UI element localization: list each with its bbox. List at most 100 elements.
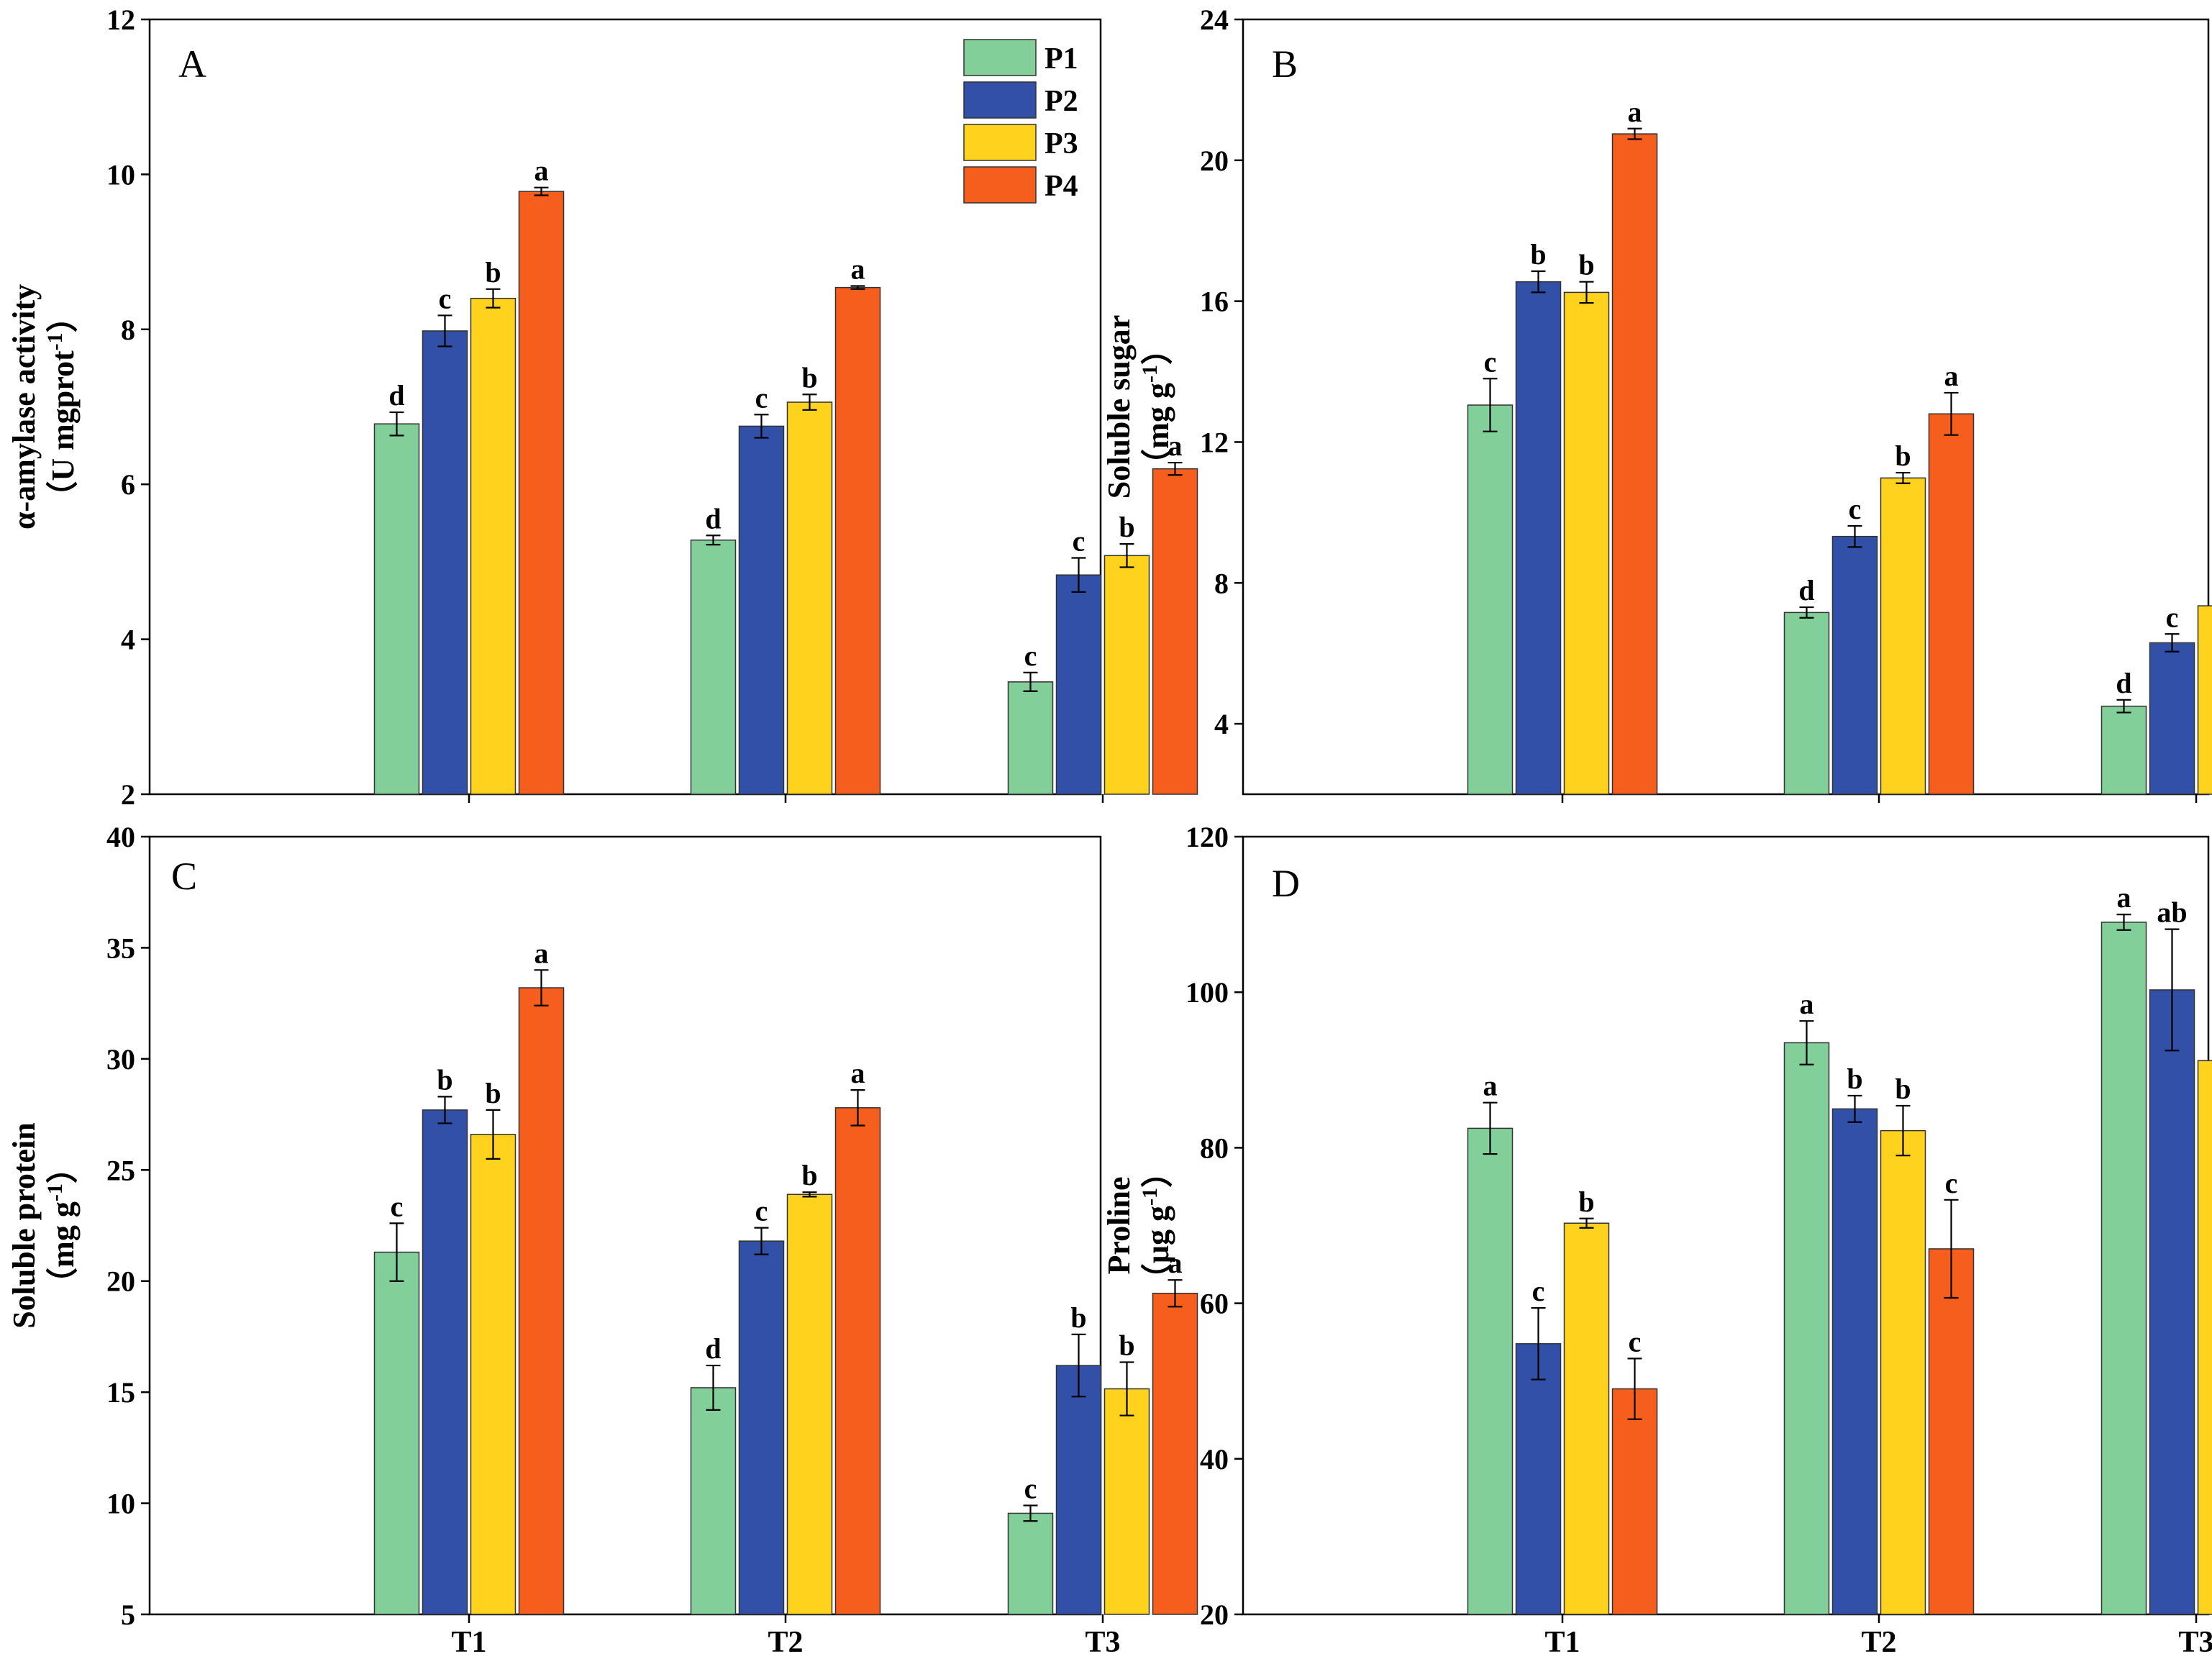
significance-letter: a bbox=[2117, 881, 2131, 914]
bar-C-t2-p4 bbox=[834, 1107, 881, 1615]
bar-D-t3-p1 bbox=[2101, 922, 2147, 1615]
legend-swatch-p1 bbox=[963, 39, 1037, 76]
significance-letter: a bbox=[1483, 1070, 1498, 1102]
bar-B-t2-p1 bbox=[1783, 612, 1830, 795]
y-tick-label: 20 bbox=[1200, 1599, 1229, 1631]
y-axis-title-line2: （mg g-1） bbox=[1138, 333, 1175, 481]
y-axis-title-line1: Soluble sugar bbox=[1101, 315, 1137, 499]
y-tick-label: 8 bbox=[1214, 567, 1229, 599]
panel-letter: B bbox=[1272, 42, 1298, 86]
bar-A-t1-p3 bbox=[470, 297, 516, 795]
y-axis-title-line2: （U mgprot-1） bbox=[43, 301, 81, 512]
significance-letter: b bbox=[1578, 1186, 1594, 1218]
y-tick-label: 15 bbox=[106, 1376, 135, 1409]
bar-A-t2-p3 bbox=[786, 401, 833, 795]
bar-D-t3-p2 bbox=[2149, 989, 2195, 1615]
bar-B-t2-p4 bbox=[1928, 413, 1975, 795]
significance-letter: c bbox=[1849, 493, 1862, 525]
y-axis-title: α-amylase activity （U mgprot-1） bbox=[6, 284, 81, 529]
bar-C-t1-p1 bbox=[373, 1251, 420, 1615]
significance-letter: a bbox=[1944, 360, 1959, 392]
y-tick-label: 10 bbox=[106, 158, 135, 191]
significance-letter: a bbox=[1800, 988, 1814, 1020]
x-tick-label-t3: T3 bbox=[2178, 1626, 2212, 1659]
bar-D-t2-p1 bbox=[1783, 1042, 1830, 1615]
y-tick-label: 80 bbox=[1200, 1132, 1229, 1164]
significance-letter: a bbox=[1168, 429, 1183, 462]
significance-letter: c bbox=[1945, 1167, 1958, 1199]
significance-letter: c bbox=[1024, 1473, 1037, 1505]
panel-D: 20406080100120T1T2T3aaacbabbbbcccDProlin… bbox=[1101, 821, 2212, 1659]
significance-letter: b bbox=[1895, 440, 1911, 472]
bar-B-t3-p3 bbox=[2197, 605, 2212, 795]
y-tick-label: 20 bbox=[1200, 145, 1229, 177]
significance-letter: c bbox=[755, 381, 768, 414]
plot-frame bbox=[148, 835, 1102, 1616]
x-tick-label-t2: T2 bbox=[1861, 1626, 1896, 1659]
significance-letter: c bbox=[1532, 1275, 1545, 1307]
bar-D-t1-p4 bbox=[1611, 1388, 1658, 1615]
bar-B-t1-p4 bbox=[1611, 133, 1658, 795]
significance-letter: ab bbox=[2157, 896, 2187, 929]
y-axis-title-line1: α-amylase activity bbox=[6, 284, 42, 529]
bar-D-t1-p1 bbox=[1467, 1127, 1514, 1615]
bar-D-t2-p3 bbox=[1880, 1129, 1926, 1615]
bar-A-t2-p1 bbox=[690, 539, 737, 795]
bar-A-t1-p1 bbox=[373, 423, 420, 795]
bar-C-t3-p1 bbox=[1007, 1512, 1054, 1615]
significance-letter: a bbox=[1168, 1247, 1183, 1279]
y-tick-label: 4 bbox=[1214, 708, 1229, 740]
y-tick-label: 8 bbox=[121, 314, 135, 346]
bar-A-t2-p2 bbox=[738, 425, 785, 795]
bar-A-t1-p4 bbox=[518, 191, 565, 795]
panel-letter: D bbox=[1272, 862, 1300, 905]
significance-letter: d bbox=[388, 379, 404, 412]
legend-label-p3: P3 bbox=[1044, 127, 1078, 160]
y-tick-label: 40 bbox=[106, 821, 135, 853]
significance-letter: c bbox=[1629, 1325, 1642, 1358]
y-axis-title-line2: （mg g-1） bbox=[43, 1152, 81, 1299]
panel-letter: C bbox=[171, 855, 197, 898]
significance-letter: b bbox=[1119, 1329, 1134, 1361]
y-axis-title: Proline （μg g-1） bbox=[1101, 1156, 1175, 1295]
significance-letter: b bbox=[437, 1063, 452, 1096]
x-tick-label-t2: T2 bbox=[768, 1626, 803, 1659]
legend-label-p1: P1 bbox=[1044, 42, 1078, 76]
legend: P1 P2 P3 P4 bbox=[963, 39, 1078, 204]
significance-letter: b bbox=[1119, 511, 1134, 543]
y-tick-label: 12 bbox=[106, 4, 135, 36]
legend-swatch-p3 bbox=[963, 124, 1037, 161]
significance-letter: d bbox=[1798, 574, 1814, 606]
significance-letter: b bbox=[1578, 249, 1594, 281]
bar-C-t3-p2 bbox=[1055, 1365, 1102, 1615]
legend-label-p2: P2 bbox=[1044, 85, 1078, 118]
bar-B-t1-p3 bbox=[1563, 291, 1610, 795]
bar-D-t3-p3 bbox=[2197, 1060, 2212, 1615]
bar-C-t3-p4 bbox=[1152, 1292, 1198, 1615]
y-axis-title: Soluble sugar （mg g-1） bbox=[1101, 315, 1175, 499]
y-tick-label: 16 bbox=[1200, 286, 1229, 318]
bar-A-t3-p4 bbox=[1152, 468, 1198, 795]
bar-C-t3-p3 bbox=[1103, 1388, 1150, 1615]
significance-letter: a bbox=[534, 937, 549, 969]
significance-letter: b bbox=[1530, 238, 1546, 270]
bar-A-t1-p2 bbox=[422, 330, 468, 795]
significance-letter: d bbox=[2116, 667, 2131, 699]
y-tick-label: 12 bbox=[1200, 426, 1229, 458]
significance-letter: b bbox=[801, 361, 817, 394]
significance-letter: b bbox=[485, 256, 501, 288]
bar-C-t1-p2 bbox=[422, 1109, 468, 1615]
y-tick-label: 20 bbox=[106, 1265, 135, 1298]
plot-frame bbox=[1242, 18, 2210, 796]
legend-swatch-p4 bbox=[963, 166, 1037, 204]
significance-letter: b bbox=[801, 1159, 817, 1191]
bar-A-t3-p3 bbox=[1103, 555, 1150, 795]
bar-A-t3-p1 bbox=[1007, 681, 1054, 795]
significance-letter: b bbox=[1895, 1073, 1911, 1105]
significance-letter: c bbox=[1073, 525, 1085, 558]
bar-B-t3-p2 bbox=[2149, 642, 2195, 795]
y-tick-label: 30 bbox=[106, 1043, 135, 1076]
y-tick-label: 4 bbox=[121, 624, 135, 656]
y-axis-title-line1: Proline bbox=[1101, 1176, 1137, 1274]
